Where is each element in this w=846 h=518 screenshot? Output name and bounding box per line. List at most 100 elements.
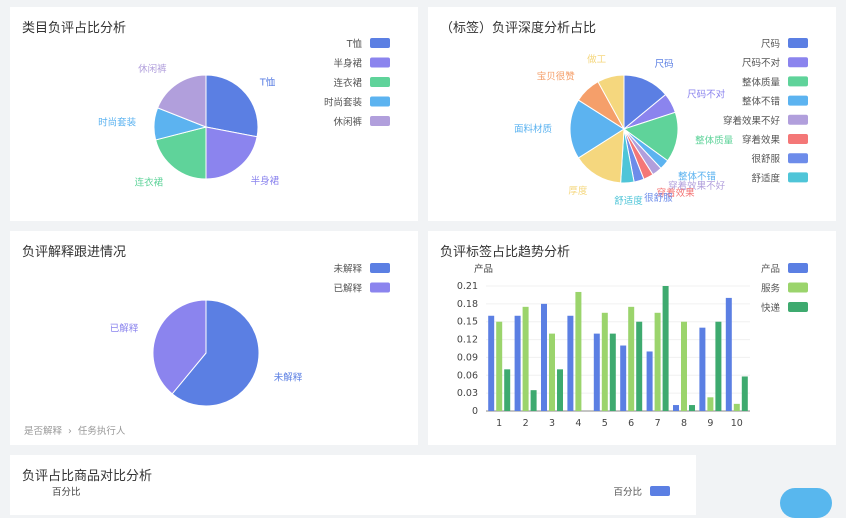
- legend-label: 产品: [761, 263, 780, 275]
- slice-label: 休闲裤: [138, 63, 167, 75]
- legend-swatch[interactable]: [788, 153, 808, 164]
- legend-swatch[interactable]: [788, 134, 808, 144]
- slice-label: 做工: [587, 53, 607, 65]
- chevron-right-icon: ›: [68, 426, 72, 437]
- x-tick-label: 6: [628, 418, 634, 429]
- bar[interactable]: [620, 345, 627, 411]
- panel-title: 负评解释跟进情况: [22, 245, 127, 260]
- legend-swatch[interactable]: [788, 172, 808, 183]
- legend-swatch[interactable]: [650, 486, 670, 496]
- slice-label: 时尚套装: [98, 117, 137, 129]
- pie-slice[interactable]: [157, 74, 207, 128]
- legend-swatch[interactable]: [370, 282, 390, 293]
- legend-label: 穿着效果: [742, 134, 781, 146]
- trend-bar-panel: 负评标签占比趋势分析 产品 0 0.03 0.06 0.09 0.12 0.15 0.18 0.…: [428, 231, 836, 445]
- bar[interactable]: [549, 333, 555, 411]
- legend-swatch[interactable]: [788, 38, 808, 48]
- bar[interactable]: [601, 312, 608, 411]
- legend-label: 服务: [761, 283, 781, 295]
- bar[interactable]: [673, 405, 679, 411]
- product-compare-chart: 百分比 百分比: [52, 486, 670, 498]
- bar[interactable]: [541, 303, 547, 411]
- legend-swatch[interactable]: [370, 116, 390, 126]
- legend-swatch[interactable]: [788, 282, 808, 293]
- y-axis-label: 产品: [474, 263, 493, 275]
- bar[interactable]: [530, 390, 537, 411]
- bar[interactable]: [496, 321, 503, 411]
- depth-pie-chart: 尺码尺码不对整体质量整体不错穿着效果不好穿着效果很舒服舒适度厚度面料材质宝贝很赞…: [514, 38, 808, 207]
- bar[interactable]: [567, 315, 574, 411]
- bar[interactable]: [575, 291, 582, 411]
- legend-swatch[interactable]: [788, 114, 808, 125]
- bar[interactable]: [522, 306, 529, 411]
- bar[interactable]: [654, 312, 661, 411]
- pie-slice[interactable]: [171, 299, 260, 407]
- bar[interactable]: [715, 321, 722, 411]
- breadcrumb-item-explained[interactable]: 是否解释: [24, 426, 63, 437]
- bar[interactable]: [725, 297, 732, 411]
- bar[interactable]: [636, 321, 643, 411]
- legend-label: 整体质量: [742, 76, 781, 88]
- bar[interactable]: [488, 315, 495, 411]
- pie-slice[interactable]: [152, 299, 207, 395]
- category-pie-panel: 类目负评占比分析 T恤 半身裙 连衣裙 时尚套装 休闲裤 T恤 半身裙 连衣裙 时尚套装 休闲裤: [10, 7, 418, 221]
- bar[interactable]: [514, 315, 521, 411]
- bar[interactable]: [609, 333, 616, 411]
- legend-label: 快递: [761, 302, 781, 314]
- slice-label: 面料材质: [514, 123, 553, 135]
- slice-label: 厚度: [568, 185, 588, 197]
- breadcrumb-item-executor[interactable]: 任务执行人: [77, 426, 126, 437]
- panel-title: （标签）负评深度分析占比: [440, 21, 597, 36]
- breadcrumb: 是否解释 › 任务执行人: [24, 423, 125, 437]
- bar[interactable]: [699, 327, 706, 411]
- legend-swatch[interactable]: [788, 263, 808, 273]
- bar[interactable]: [741, 376, 748, 411]
- x-tick-label: 9: [707, 418, 713, 429]
- pie-slice[interactable]: [155, 126, 207, 180]
- y-tick-label: 0.15: [457, 317, 478, 328]
- legend-swatch[interactable]: [788, 76, 808, 87]
- bar[interactable]: [707, 397, 714, 411]
- legend-swatch[interactable]: [788, 95, 808, 106]
- bar[interactable]: [504, 369, 511, 411]
- legend-swatch[interactable]: [370, 263, 390, 273]
- bar[interactable]: [557, 369, 563, 411]
- legend-swatch[interactable]: [788, 57, 808, 68]
- y-tick-label: 0.21: [457, 281, 478, 292]
- x-tick-label: 8: [681, 418, 687, 429]
- legend-swatch[interactable]: [788, 302, 808, 312]
- legend-label: 连衣裙: [333, 77, 362, 89]
- pie-slice[interactable]: [205, 126, 258, 180]
- y-tick-label: 0.09: [457, 352, 478, 363]
- bar[interactable]: [689, 405, 695, 411]
- legend-swatch[interactable]: [370, 96, 390, 107]
- legend-swatch[interactable]: [370, 57, 390, 68]
- legend-swatch[interactable]: [370, 38, 390, 48]
- legend-label: 整体不错: [742, 96, 781, 108]
- slice-label: 未解释: [274, 371, 303, 383]
- pie-slice[interactable]: [597, 74, 625, 130]
- x-tick-label: 3: [549, 418, 555, 429]
- y-tick-label: 0.03: [457, 388, 478, 399]
- bar[interactable]: [593, 333, 600, 411]
- bar[interactable]: [662, 286, 669, 411]
- pie-slice[interactable]: [205, 74, 259, 138]
- slice-label: 尺码不对: [687, 88, 726, 100]
- depth-pie-panel: （标签）负评深度分析占比 尺码 尺码不对 整体质量 整体不错 穿着效果不好 穿着效果 很舒服…: [428, 7, 836, 221]
- slice-label: 已解释: [110, 323, 139, 335]
- legend-label: T恤: [346, 38, 363, 50]
- bar[interactable]: [681, 321, 687, 411]
- bar[interactable]: [733, 403, 740, 411]
- pie-slice[interactable]: [577, 128, 625, 184]
- legend-label: 尺码不对: [742, 57, 781, 69]
- bar[interactable]: [646, 351, 653, 411]
- legend-swatch[interactable]: [370, 77, 390, 87]
- pie-slice[interactable]: [622, 111, 679, 162]
- y-tick-label: 0: [472, 406, 478, 417]
- pie-slice[interactable]: [569, 99, 625, 159]
- legend-label: 已解释: [333, 283, 362, 295]
- floating-action-button[interactable]: [780, 488, 832, 518]
- bar[interactable]: [628, 306, 635, 411]
- legend-label: 时尚套装: [324, 97, 363, 109]
